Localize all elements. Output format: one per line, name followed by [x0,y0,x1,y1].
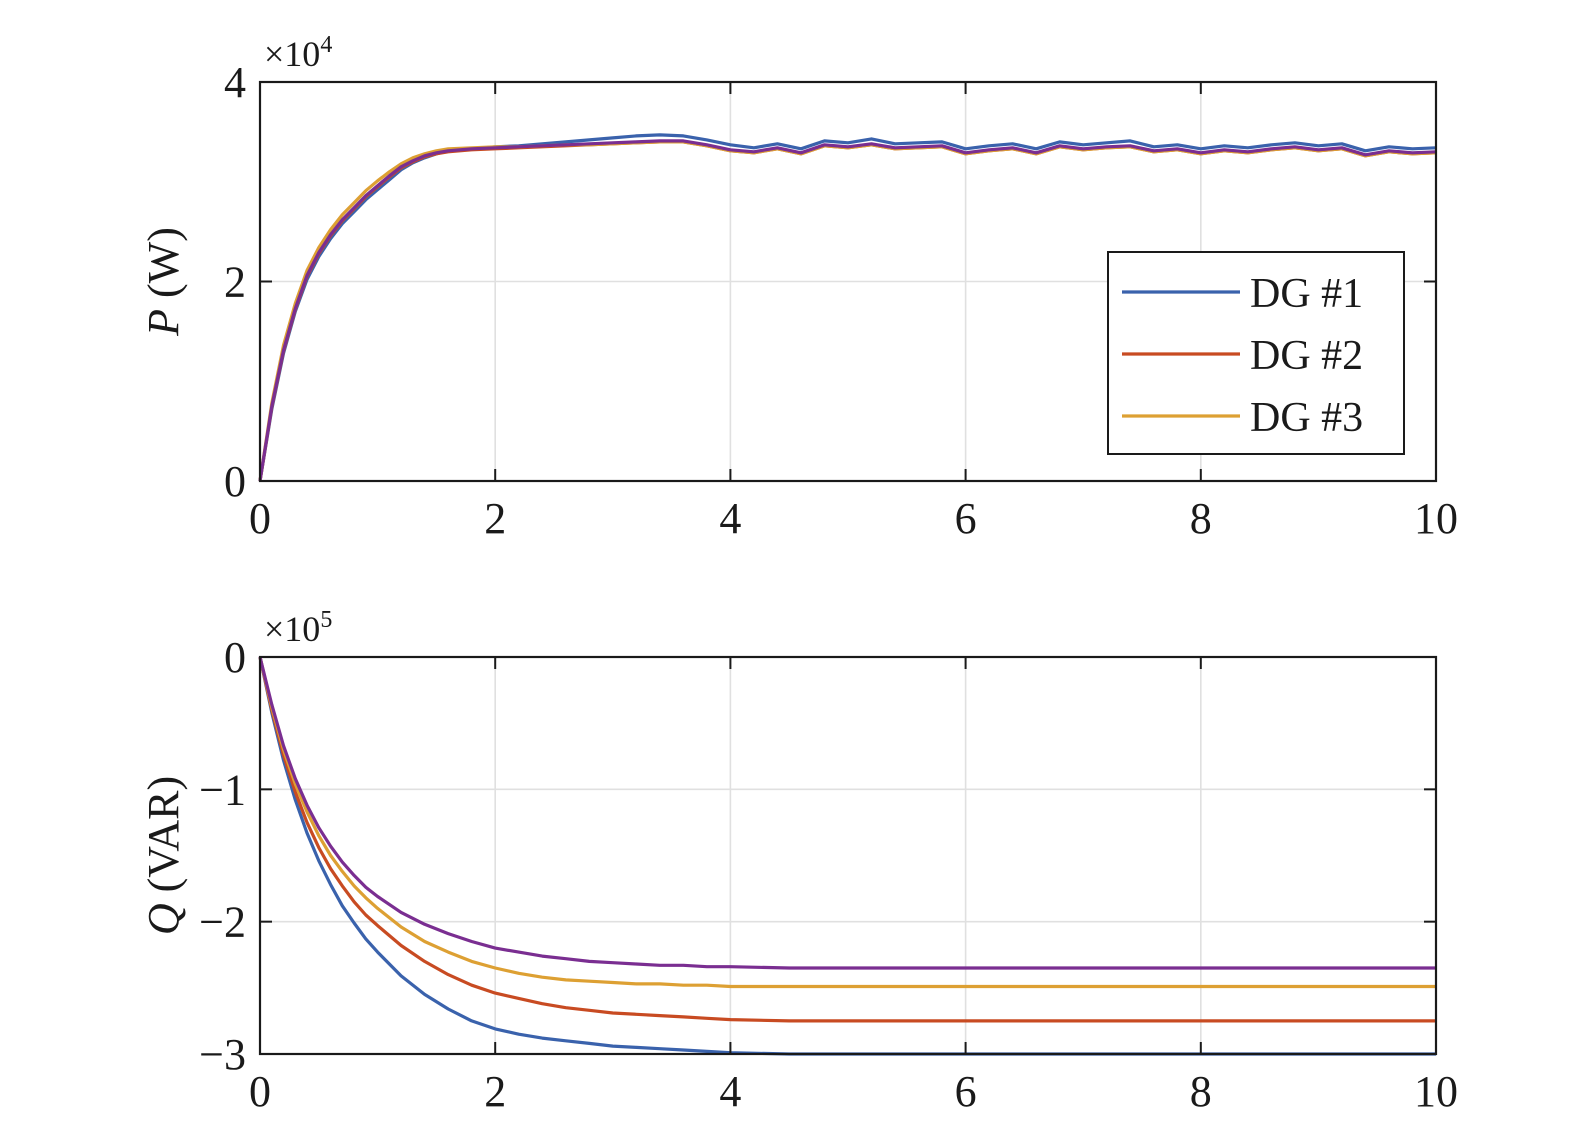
series-line-1 [258,656,1436,1056]
axes-box [258,655,1438,1056]
x-tick-label: 4 [719,494,741,543]
series-line-4 [258,139,1437,482]
y-tick-label: −1 [199,765,246,814]
series-line-1 [258,133,1437,482]
legend-label-1: DG #1 [1250,271,1363,317]
y-exponent-label: ×105 [264,607,332,649]
tick-labels: 0 2 4 6 8 10 0 2 4 [224,58,1458,543]
grid [260,657,1436,1054]
y-tick-label: 0 [224,633,246,682]
ticks [259,656,1437,1055]
x-tick-label: 2 [484,494,506,543]
y-tick-label: −2 [199,898,246,947]
x-tick-label: 10 [1414,494,1458,543]
y-axis-label: P (W) [139,227,188,337]
x-tick-label: 0 [249,494,271,543]
y-tick-label: 2 [224,258,246,307]
series-group [258,656,1436,1056]
y-exponent-label: ×104 [264,32,332,74]
legend: DG #1 DG #2 DG #3 [1107,251,1405,455]
x-tick-label: 2 [484,1067,506,1116]
y-axis-label: Q (VAR) [139,776,188,935]
legend-label-2: DG #2 [1250,333,1363,379]
panel-power: 0 2 4 6 8 10 0 2 4 ×104 P (W) DG #1 DG #2 DG #3 [139,32,1458,543]
y-tick-label: 4 [224,58,246,107]
x-tick-label: 6 [955,494,977,543]
y-tick-label: 0 [224,457,246,506]
x-tick-label: 10 [1414,1067,1458,1116]
series-group [258,133,1437,482]
x-tick-label: 0 [249,1067,271,1116]
x-tick-label: 8 [1190,1067,1212,1116]
x-tick-label: 4 [719,1067,741,1116]
series-line-2 [258,656,1436,1023]
tick-labels: 0 2 4 6 8 10 0 −1 −2 −3 [199,633,1458,1116]
legend-label-3: DG #3 [1250,395,1363,441]
x-tick-label: 8 [1190,494,1212,543]
series-line-3 [258,656,1436,989]
x-tick-label: 6 [955,1067,977,1116]
y-tick-label: −3 [199,1030,246,1079]
ticks [259,81,1437,482]
series-line-4 [258,656,1436,970]
panel-reactive-power: 0 2 4 6 8 10 0 −1 −2 −3 ×105 Q (VAR) [139,607,1458,1116]
